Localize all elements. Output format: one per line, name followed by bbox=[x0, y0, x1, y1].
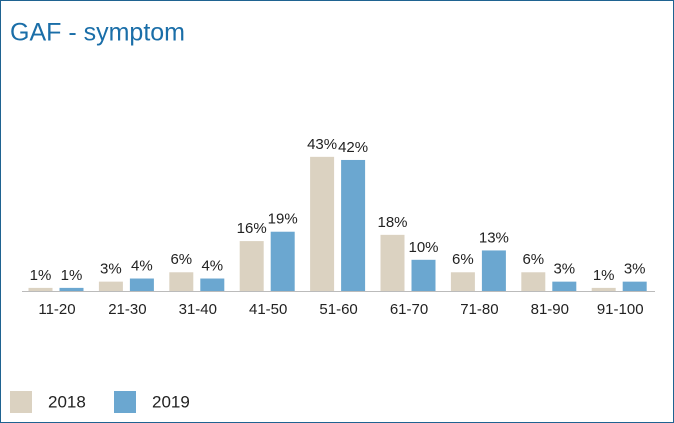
bar bbox=[129, 278, 154, 291]
x-tick-label: 81-90 bbox=[531, 301, 569, 318]
bar bbox=[591, 287, 616, 291]
bar bbox=[481, 250, 506, 291]
bar bbox=[521, 272, 546, 291]
data-label: 3% bbox=[624, 261, 646, 278]
chart-title: GAF - symptom bbox=[10, 19, 185, 47]
data-label: 19% bbox=[268, 211, 298, 228]
data-label: 10% bbox=[408, 239, 438, 256]
x-tick-label: 31-40 bbox=[179, 301, 217, 318]
bar bbox=[552, 281, 577, 291]
bar bbox=[239, 241, 264, 291]
bar bbox=[341, 159, 366, 291]
bar bbox=[169, 272, 194, 291]
bar bbox=[622, 281, 647, 291]
x-tick-label: 21-30 bbox=[108, 301, 146, 318]
data-label: 13% bbox=[479, 229, 509, 246]
legend-label: 2019 bbox=[152, 392, 190, 411]
legend-swatch bbox=[10, 391, 32, 413]
bar bbox=[450, 272, 475, 291]
x-tick-label: 11-20 bbox=[38, 301, 75, 318]
bar bbox=[411, 259, 436, 291]
bar bbox=[380, 234, 405, 291]
bar bbox=[270, 231, 295, 291]
data-label: 1% bbox=[61, 267, 83, 284]
bar bbox=[59, 287, 84, 291]
legend-swatch bbox=[114, 391, 136, 413]
bar bbox=[98, 281, 123, 291]
data-label: 6% bbox=[522, 251, 544, 268]
data-label: 18% bbox=[377, 214, 407, 231]
data-label: 4% bbox=[201, 257, 223, 274]
x-tick-label: 71-80 bbox=[460, 301, 498, 318]
x-tick-label: 91-100 bbox=[597, 301, 644, 318]
bar bbox=[310, 156, 335, 291]
x-tick-label: 51-60 bbox=[319, 301, 357, 318]
x-tick-label: 41-50 bbox=[249, 301, 287, 318]
data-label: 16% bbox=[237, 220, 267, 237]
data-label: 1% bbox=[593, 267, 615, 284]
data-label: 6% bbox=[170, 251, 192, 268]
bar bbox=[28, 287, 53, 291]
data-label: 3% bbox=[100, 261, 122, 278]
data-label: 3% bbox=[553, 261, 575, 278]
x-tick-label: 61-70 bbox=[390, 301, 428, 318]
data-label: 43% bbox=[307, 136, 337, 153]
bar bbox=[200, 278, 225, 291]
legend-label: 2018 bbox=[48, 392, 86, 411]
data-label: 4% bbox=[131, 257, 153, 274]
data-label: 42% bbox=[338, 139, 368, 156]
data-label: 6% bbox=[452, 251, 474, 268]
data-label: 1% bbox=[30, 267, 52, 284]
